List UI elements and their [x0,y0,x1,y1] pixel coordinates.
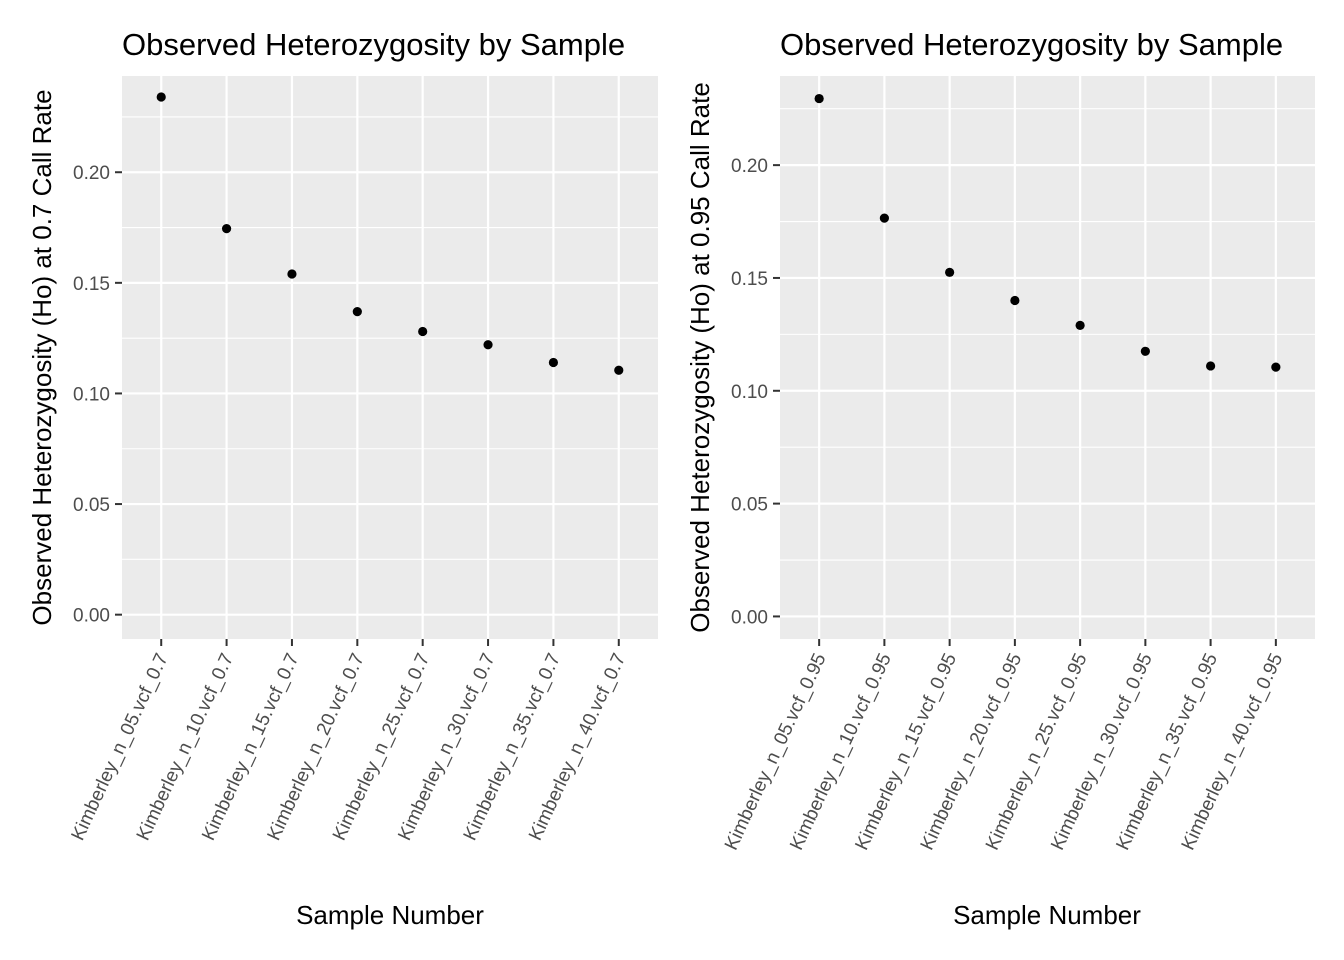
y-axis: 0.00 0.05 0.10 0.15 0.20 [731,156,780,628]
x-axis-title: Sample Number [296,900,484,930]
y-tick-label: 0.20 [731,156,768,177]
data-point [1010,295,1020,306]
y-axis-title: Observed Heterozygosity (Ho) at 0.7 Call… [27,89,57,625]
data-point [1206,361,1216,371]
gridlines [780,76,1315,639]
chart-title: Observed Heterozygosity by Sample [122,27,625,62]
y-tick-label: 0.10 [731,382,768,403]
data-point [221,224,232,234]
data-point [287,269,297,279]
data-points [814,93,1281,372]
data-point [945,267,955,277]
data-points [156,92,624,375]
y-axis-title: Observed Heterozygosity (Ho) at 0.95 Cal… [685,82,715,633]
data-point [1271,362,1281,372]
chart-title: Observed Heterozygosity by Sample [780,27,1283,62]
data-point [1075,320,1085,330]
data-point [352,306,362,317]
x-axis-title: Sample Number [953,900,1141,930]
data-point [614,365,624,375]
data-point [1140,346,1150,356]
y-tick-label: 0.00 [731,607,768,628]
y-tick-label: 0.10 [73,384,110,405]
y-tick-label: 0.05 [731,495,768,516]
y-tick-label: 0.15 [731,269,768,290]
y-tick-label: 0.15 [73,274,110,295]
plot-panel [122,76,658,639]
data-point [156,92,166,102]
gridlines [122,76,658,639]
y-tick-label: 0.05 [73,495,110,516]
data-point [814,93,824,104]
y-tick-label: 0.00 [73,606,110,627]
y-axis: 0.00 0.05 0.10 0.15 0.20 [73,163,122,627]
data-point [418,326,428,337]
plot-panel [780,76,1315,639]
data-point [548,357,559,368]
y-tick-label: 0.20 [73,163,110,184]
data-point [483,340,493,350]
data-point [879,213,889,223]
